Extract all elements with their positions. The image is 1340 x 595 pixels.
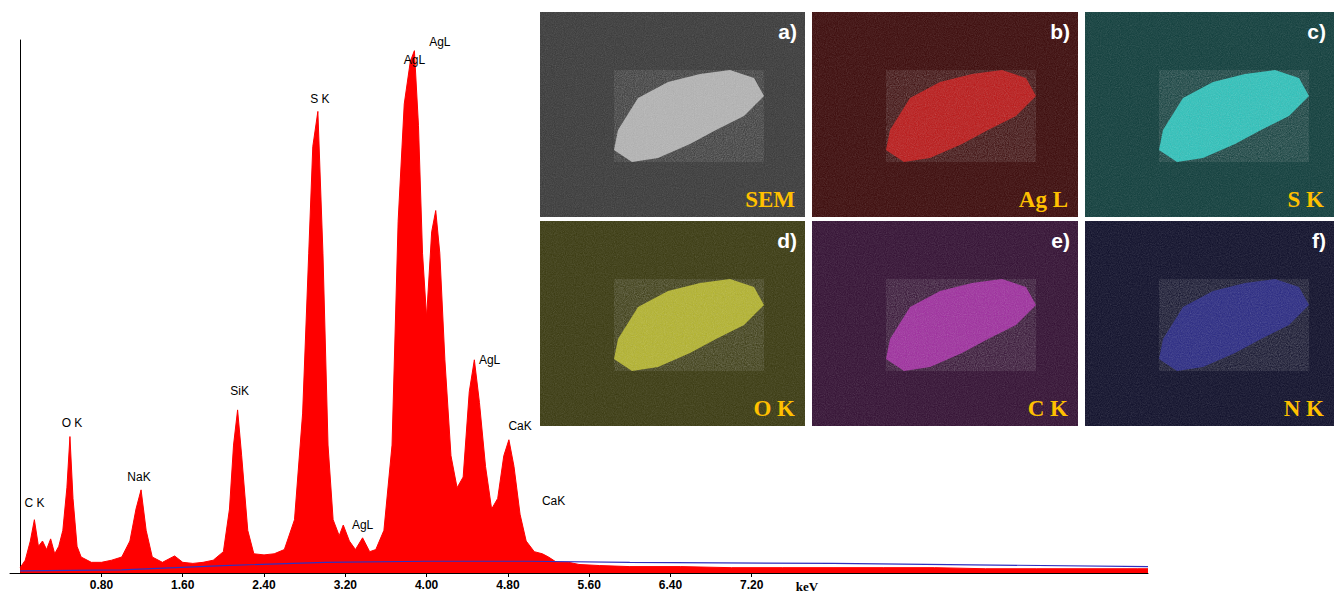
svg-text:O K: O K — [753, 396, 795, 421]
svg-text:keV: keV — [796, 579, 819, 594]
svg-text:Ag L: Ag L — [1019, 187, 1068, 212]
svg-text:O K: O K — [62, 416, 83, 430]
svg-text:AgL: AgL — [479, 353, 501, 367]
svg-text:7.20: 7.20 — [740, 578, 764, 592]
svg-text:4.80: 4.80 — [496, 578, 520, 592]
svg-text:6.40: 6.40 — [659, 578, 683, 592]
svg-text:CaK: CaK — [508, 419, 531, 433]
svg-text:NaK: NaK — [127, 470, 150, 484]
svg-text:f): f) — [1312, 229, 1326, 252]
svg-text:C K: C K — [1028, 396, 1068, 421]
svg-text:AgL: AgL — [429, 35, 451, 49]
svg-text:c): c) — [1307, 20, 1326, 43]
svg-text:SiK: SiK — [230, 384, 249, 398]
svg-text:3.20: 3.20 — [334, 578, 358, 592]
svg-text:CaK: CaK — [542, 494, 565, 508]
svg-text:S K: S K — [310, 92, 329, 106]
svg-text:SEM: SEM — [745, 187, 795, 212]
svg-text:0.80: 0.80 — [90, 578, 114, 592]
svg-text:e): e) — [1051, 229, 1070, 252]
svg-text:N K: N K — [1284, 396, 1324, 421]
svg-text:C K: C K — [24, 496, 44, 510]
svg-text:d): d) — [777, 229, 797, 252]
svg-text:1.60: 1.60 — [171, 578, 195, 592]
svg-text:5.60: 5.60 — [577, 578, 601, 592]
svg-text:S K: S K — [1288, 187, 1325, 212]
svg-text:2.40: 2.40 — [252, 578, 276, 592]
svg-text:4.00: 4.00 — [415, 578, 439, 592]
svg-text:a): a) — [778, 20, 797, 43]
svg-text:AgL: AgL — [404, 53, 426, 67]
svg-text:b): b) — [1050, 20, 1070, 43]
svg-text:AgL: AgL — [352, 518, 374, 532]
